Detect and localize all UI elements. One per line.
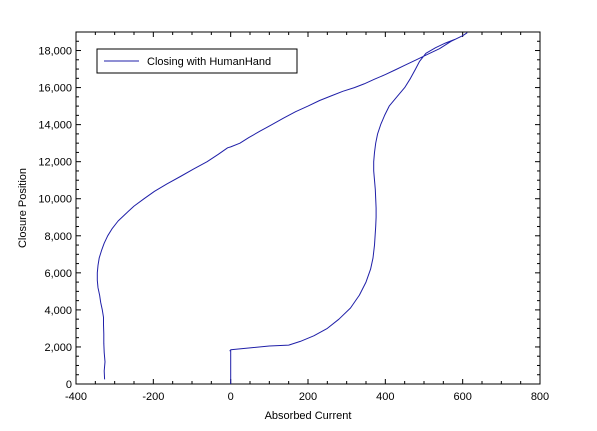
x-axis-label: Absorbed Current (265, 410, 352, 422)
series-line (96, 32, 468, 384)
series-layer (96, 32, 468, 384)
y-tick-label: 2,000 (44, 342, 72, 354)
y-tick-label: 8,000 (44, 231, 72, 243)
x-tick-label: -200 (142, 391, 164, 403)
x-tick-label: 0 (228, 391, 234, 403)
x-tick-label: 800 (531, 391, 549, 403)
y-tick-label: 16,000 (38, 83, 72, 95)
y-tick-label: 18,000 (38, 46, 72, 58)
y-tick-label: 6,000 (44, 268, 72, 280)
y-tick-label: 14,000 (38, 120, 72, 132)
x-tick-label: 400 (376, 391, 394, 403)
legend-label: Closing with HumanHand (147, 56, 271, 68)
y-axis-ticks: 0 2,000 4,000 6,000 8,000 10,000 12,000 14,000 1… (38, 31, 540, 391)
x-tick-label: -400 (65, 391, 87, 403)
y-axis-label: Closure Position (17, 168, 29, 248)
plot-frame (75, 31, 541, 385)
y-tick-label: 10,000 (38, 194, 72, 206)
y-tick-label: 4,000 (44, 305, 72, 317)
y-tick-label: 0 (66, 379, 72, 391)
x-tick-label: 200 (299, 391, 317, 403)
legend: Closing with HumanHand (96, 48, 298, 74)
y-tick-label: 12,000 (38, 157, 72, 169)
x-axis-ticks: -400 -200 0 200 400 600 800 (65, 32, 549, 403)
x-tick-label: 600 (453, 391, 471, 403)
